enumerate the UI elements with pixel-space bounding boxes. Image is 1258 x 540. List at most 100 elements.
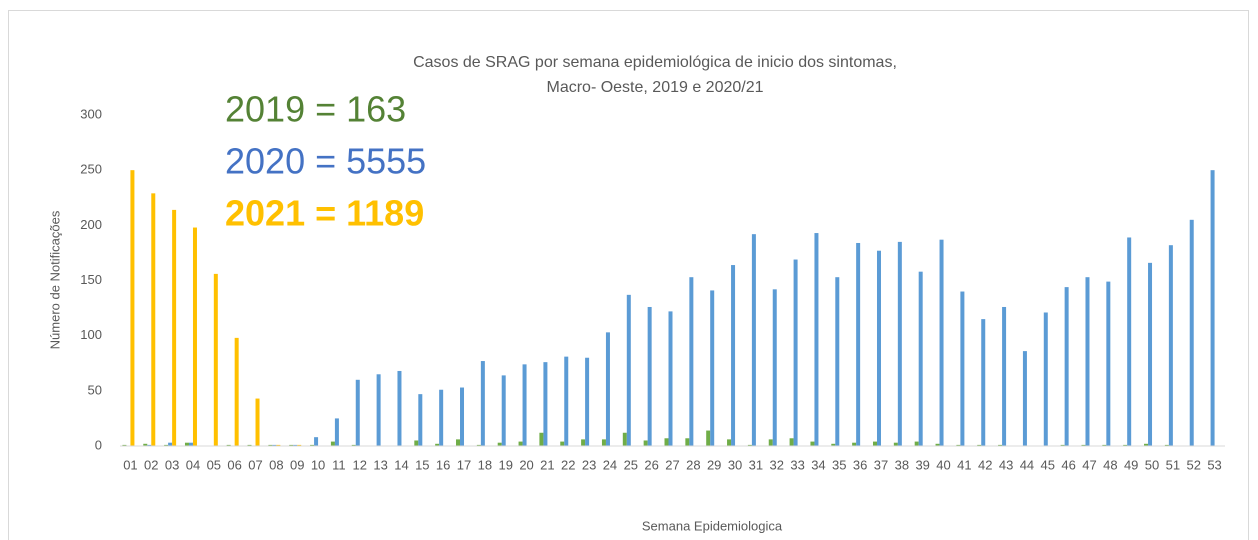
bar — [376, 374, 381, 446]
bar — [893, 442, 898, 446]
bar — [310, 444, 315, 446]
bar — [710, 290, 715, 446]
bar — [234, 337, 239, 446]
bar — [643, 440, 648, 446]
bar — [247, 444, 252, 446]
bar — [998, 444, 1003, 446]
bar — [601, 439, 606, 446]
bar — [852, 442, 857, 446]
bar — [956, 444, 961, 446]
x-tick-label: 08 — [269, 457, 283, 472]
x-tick-label: 45 — [1041, 457, 1055, 472]
bar — [914, 441, 919, 446]
x-tick-label: 36 — [853, 457, 867, 472]
bar — [706, 430, 711, 446]
bar — [872, 441, 877, 446]
bar — [647, 306, 652, 446]
x-tick-label: 47 — [1082, 457, 1096, 472]
bar — [835, 277, 840, 446]
bar — [539, 432, 544, 446]
bar — [747, 444, 752, 446]
bar — [793, 259, 798, 446]
bar — [476, 444, 481, 446]
bar — [130, 170, 135, 446]
x-tick-label: 50 — [1145, 457, 1159, 472]
x-tick-label: 37 — [874, 457, 888, 472]
bar — [1127, 237, 1132, 446]
bar — [939, 239, 944, 446]
bar — [897, 241, 902, 446]
bar — [1060, 444, 1065, 446]
x-tick-label: 24 — [603, 457, 617, 472]
x-tick-label: 19 — [498, 457, 512, 472]
bar — [268, 444, 273, 446]
bar — [876, 250, 881, 446]
annotation: 2019 = 163 — [225, 89, 406, 130]
x-tick-label: 26 — [644, 457, 658, 472]
bar — [1081, 444, 1086, 446]
bar — [935, 443, 940, 446]
bar — [213, 273, 218, 446]
x-tick-label: 28 — [686, 457, 700, 472]
x-tick-label: 03 — [165, 457, 179, 472]
x-tick-label: 12 — [353, 457, 367, 472]
bar — [564, 356, 569, 446]
x-tick-label: 40 — [936, 457, 950, 472]
bar — [960, 291, 965, 446]
bar — [184, 442, 189, 446]
chart-title: Macro- Oeste, 2019 e 2020/21 — [546, 79, 763, 96]
bar — [543, 362, 548, 446]
x-tick-label: 14 — [394, 457, 408, 472]
bar — [1085, 277, 1090, 446]
x-tick-label: 32 — [770, 457, 784, 472]
x-tick-label: 49 — [1124, 457, 1138, 472]
y-tick-label: 250 — [80, 162, 102, 177]
bar — [1002, 306, 1007, 446]
bar — [685, 438, 690, 446]
bar — [727, 439, 732, 446]
bar — [435, 443, 440, 446]
bar — [501, 375, 506, 446]
bar — [1189, 219, 1194, 446]
annotation: 2021 = 1189 — [225, 193, 424, 234]
x-tick-label: 29 — [707, 457, 721, 472]
bar — [330, 441, 335, 446]
bar — [856, 242, 861, 446]
bar — [168, 442, 173, 446]
chart-frame — [8, 10, 1249, 540]
bar — [151, 193, 156, 446]
bar — [772, 289, 777, 446]
bar — [605, 332, 610, 446]
x-tick-label: 18 — [478, 457, 492, 472]
bar — [689, 277, 694, 446]
y-axis-label: Número de Notificações — [47, 210, 62, 349]
bar — [814, 233, 819, 446]
bar — [480, 361, 485, 446]
x-tick-label: 20 — [519, 457, 533, 472]
x-tick-label: 31 — [749, 457, 763, 472]
x-tick-label: 38 — [895, 457, 909, 472]
y-tick-label: 100 — [80, 327, 102, 342]
bar — [1064, 287, 1069, 446]
bar — [981, 319, 986, 446]
annotation: 2020 = 5555 — [225, 141, 426, 182]
bar — [977, 444, 982, 446]
bar — [172, 209, 177, 446]
bar — [297, 444, 302, 446]
x-tick-label: 52 — [1186, 457, 1200, 472]
bar — [439, 389, 444, 446]
x-tick-label: 35 — [832, 457, 846, 472]
y-tick-label: 300 — [80, 106, 102, 121]
bar — [789, 438, 794, 446]
bar — [293, 444, 298, 446]
bar — [751, 234, 756, 446]
bar — [1043, 312, 1048, 446]
bar — [622, 432, 627, 446]
y-tick-label: 150 — [80, 272, 102, 287]
y-tick-label: 200 — [80, 217, 102, 232]
y-tick-label: 0 — [95, 437, 102, 452]
bar — [522, 364, 527, 446]
x-tick-label: 44 — [1020, 457, 1034, 472]
x-tick-label: 06 — [227, 457, 241, 472]
